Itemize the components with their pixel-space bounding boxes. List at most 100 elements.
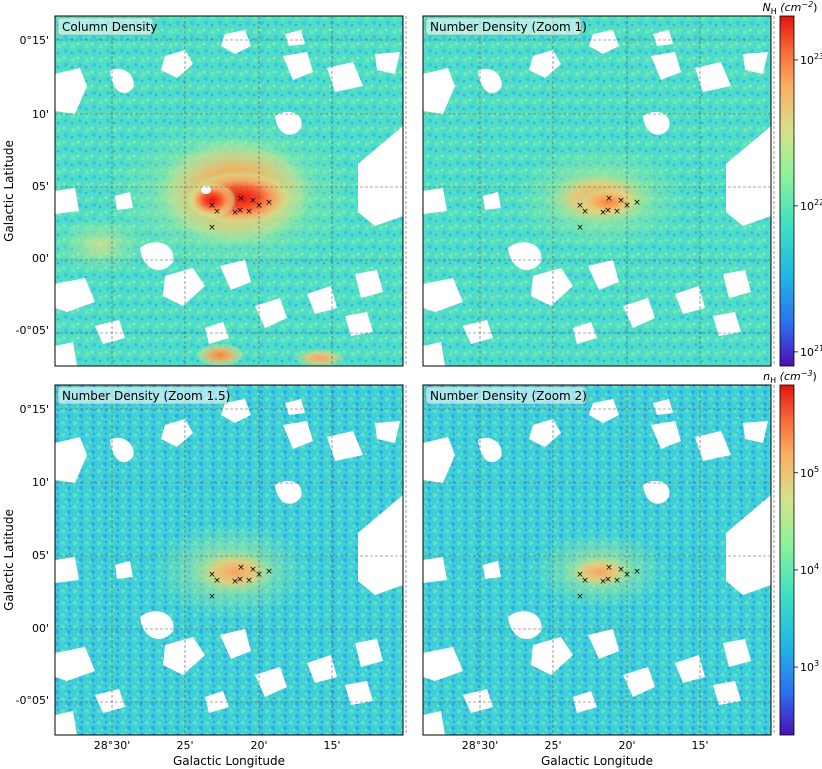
source-marker: × (237, 563, 245, 573)
source-marker: × (249, 196, 257, 206)
colorbar-tick-label: 1022 (800, 198, 822, 213)
source-marker: × (236, 575, 244, 585)
colorbar-tick-label: 104 (800, 562, 819, 577)
axes-frame (422, 15, 772, 367)
source-marker: × (265, 567, 273, 577)
source-marker: × (633, 198, 641, 208)
source-marker: × (208, 201, 216, 211)
source-marker: × (245, 207, 253, 217)
x-tick-label: 28°30' (462, 739, 499, 752)
grid-lines (423, 385, 775, 735)
panel-title-box: Number Density (Zoom 1.5) (57, 386, 230, 405)
colorbar-ticks: 1023 1022 1021 (794, 52, 822, 359)
y-tick-label: 00' (32, 252, 49, 265)
colorbar-column-density: NH (cm−2) 1023 1022 1021 (763, 0, 822, 367)
y-tick-label: 00' (32, 622, 49, 635)
source-marker: × (576, 592, 584, 602)
y-tick-label: 05' (32, 180, 49, 193)
source-marker: × (255, 570, 263, 580)
source-marker: × (605, 563, 613, 573)
source-marker: × (265, 198, 273, 208)
source-marker: × (208, 223, 216, 233)
panel-number-density-zoom-1-5: ××× ×××× ××× Number Density (Zoom 1.5) (54, 384, 407, 736)
colorbar-gradient (779, 384, 795, 736)
source-marker: × (576, 570, 584, 580)
x-axis-label: Galactic Longitude (173, 754, 285, 768)
y-tick-label: 05' (32, 549, 49, 562)
panel-title-box: Number Density (Zoom 2) (425, 386, 587, 405)
x-tick-label: 15' (323, 739, 340, 752)
source-markers: ××× ×××× ××× (576, 563, 641, 602)
source-marker: × (213, 576, 221, 586)
source-marker: × (236, 206, 244, 216)
source-marker: × (581, 576, 589, 586)
source-markers: ××× ×××× ××× (576, 194, 641, 233)
axes-frame (422, 384, 772, 736)
panel-title-box: Number Density (Zoom 1) (425, 17, 587, 36)
colorbar-tick-label: 1021 (800, 344, 822, 359)
y-tick-label: 10' (32, 108, 49, 121)
source-markers: ××× ×××× ××× (208, 194, 273, 233)
grid-lines (55, 385, 407, 735)
source-marker: × (208, 592, 216, 602)
source-marker: × (623, 570, 631, 580)
panel-number-density-zoom-2: ××× ×××× ××× Number Density (Zoom 2) (422, 384, 775, 736)
grid-lines (55, 16, 407, 366)
colorbar-tick-label: 105 (800, 465, 819, 480)
panel-title: Number Density (Zoom 2) (430, 389, 587, 403)
axes-frame (54, 15, 404, 367)
x-tick-labels-bottom-left: 28°30' 25' 20' 15' (94, 739, 341, 752)
y-tick-label: 10' (32, 476, 49, 489)
colorbar-number-density: nH (cm−3) 105 104 103 (763, 369, 819, 736)
y-axis-label: Galactic Latitude (2, 140, 16, 242)
x-tick-label: 25' (544, 739, 561, 752)
source-marker: × (249, 565, 257, 575)
colorbar-tick-label: 1023 (800, 52, 822, 67)
source-marker: × (599, 577, 607, 587)
y-tick-label: -0°05' (16, 694, 50, 707)
source-marker: × (231, 577, 239, 587)
source-marker: × (633, 567, 641, 577)
panel-title: Number Density (Zoom 1.5) (62, 389, 230, 403)
source-marker: × (617, 196, 625, 206)
panel-title-box: Column Density (57, 17, 157, 36)
x-tick-label: 15' (691, 739, 708, 752)
source-marker: × (581, 207, 589, 217)
x-tick-label: 25' (176, 739, 193, 752)
source-marker: × (613, 576, 621, 586)
y-tick-labels-top-left: 0°15' 10' 05' 00' -0°05' (16, 34, 50, 337)
colorbar-ticks: 105 104 103 (794, 465, 819, 674)
colorbar-label: NH (cm−2) (763, 0, 818, 16)
source-marker: × (237, 194, 245, 204)
source-marker: × (576, 223, 584, 233)
y-tick-label: 0°15' (19, 403, 49, 416)
x-tick-label: 28°30' (94, 739, 131, 752)
x-tick-label: 20' (250, 739, 267, 752)
colorbar-label: nH (cm−3) (763, 369, 817, 385)
y-tick-labels-bottom-left: 0°15' 10' 05' 00' -0°05' (16, 403, 50, 707)
source-markers: ××× ×××× ××× (208, 563, 273, 602)
x-axis-label: Galactic Longitude (541, 754, 653, 768)
x-tick-labels-bottom-right: 28°30' 25' 20' 15' (462, 739, 709, 752)
panel-title: Column Density (62, 20, 157, 34)
source-marker: × (208, 570, 216, 580)
y-tick-label: -0°05' (16, 324, 50, 337)
colorbar-gradient (779, 15, 795, 367)
source-marker: × (605, 194, 613, 204)
y-tick-label: 0°15' (19, 34, 49, 47)
panel-number-density-zoom-1: ××× ×××× ××× Number Density (Zoom 1) (422, 15, 775, 367)
source-marker: × (255, 201, 263, 211)
x-tick-label: 20' (618, 739, 635, 752)
source-marker: × (213, 207, 221, 217)
source-marker: × (623, 201, 631, 211)
grid-lines (423, 16, 775, 366)
panel-column-density: ××× ×××× ××× Column Density (54, 15, 407, 367)
source-marker: × (613, 207, 621, 217)
source-marker: × (245, 576, 253, 586)
source-marker: × (604, 206, 612, 216)
axes-frame (54, 384, 404, 736)
source-marker: × (604, 575, 612, 585)
y-axis-label: Galactic Latitude (2, 509, 16, 611)
colorbar-tick-label: 103 (800, 659, 819, 674)
